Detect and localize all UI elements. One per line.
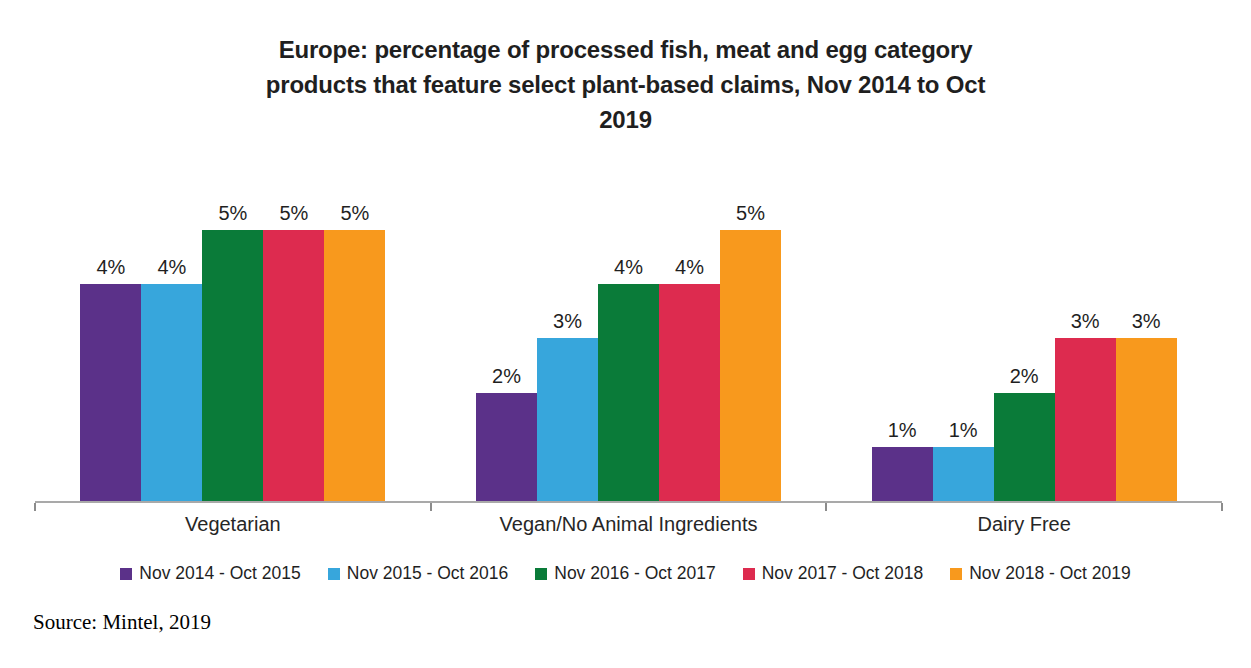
bar-value-label: 4% xyxy=(598,256,659,279)
bar: 5% xyxy=(324,230,385,501)
bar: 3% xyxy=(1116,338,1177,501)
legend-swatch-icon xyxy=(950,568,962,580)
category-axis-labels: VegetarianVegan/No Animal IngredientsDai… xyxy=(35,513,1222,536)
source-note: Source: Mintel, 2019 xyxy=(33,610,211,635)
legend-item: Nov 2017 - Oct 2018 xyxy=(743,563,923,584)
bar: 4% xyxy=(659,284,720,501)
bar-value-label: 2% xyxy=(994,365,1055,388)
legend-item: Nov 2018 - Oct 2019 xyxy=(950,563,1130,584)
legend-label: Nov 2014 - Oct 2015 xyxy=(139,563,300,584)
bar: 3% xyxy=(537,338,598,501)
bar-value-label: 4% xyxy=(141,256,202,279)
bar-value-label: 5% xyxy=(263,202,324,225)
axis-tick xyxy=(825,503,827,511)
axis-tick xyxy=(34,503,36,511)
bar: 3% xyxy=(1055,338,1116,501)
bar-value-label: 5% xyxy=(202,202,263,225)
legend-label: Nov 2018 - Oct 2019 xyxy=(969,563,1130,584)
bar-value-label: 1% xyxy=(933,419,994,442)
bar-value-label: 4% xyxy=(80,256,141,279)
bar: 2% xyxy=(994,393,1055,501)
axis-tick xyxy=(430,503,432,511)
legend-swatch-icon xyxy=(743,568,755,580)
bar-value-label: 3% xyxy=(1116,310,1177,333)
axis-tick xyxy=(1221,503,1223,511)
legend-item: Nov 2014 - Oct 2015 xyxy=(120,563,300,584)
bar-value-label: 3% xyxy=(1055,310,1116,333)
category-label: Vegetarian xyxy=(35,513,431,536)
bar-value-label: 5% xyxy=(324,202,385,225)
chart-title-line-3: 2019 xyxy=(0,102,1251,137)
x-axis-line xyxy=(35,501,1222,503)
bar: 5% xyxy=(720,230,781,501)
bar: 2% xyxy=(476,393,537,501)
bar-value-label: 3% xyxy=(537,310,598,333)
category-label: Vegan/No Animal Ingredients xyxy=(431,513,827,536)
legend-item: Nov 2016 - Oct 2017 xyxy=(535,563,715,584)
bar-value-label: 1% xyxy=(872,419,933,442)
legend-swatch-icon xyxy=(120,568,132,580)
chart-canvas: Europe: percentage of processed fish, me… xyxy=(0,0,1251,668)
plot-area: 4%4%5%5%5%2%3%4%4%5%1%1%2%3%3% xyxy=(35,175,1222,501)
bar: 1% xyxy=(933,447,994,501)
legend-label: Nov 2016 - Oct 2017 xyxy=(554,563,715,584)
chart-title: Europe: percentage of processed fish, me… xyxy=(0,32,1251,137)
bar: 4% xyxy=(598,284,659,501)
chart-title-line-1: Europe: percentage of processed fish, me… xyxy=(0,32,1251,67)
bar-group: 4%4%5%5%5% xyxy=(35,175,431,501)
bar-group: 2%3%4%4%5% xyxy=(431,175,827,501)
legend-swatch-icon xyxy=(328,568,340,580)
legend: Nov 2014 - Oct 2015 Nov 2015 - Oct 2016 No… xyxy=(0,563,1251,584)
chart-title-line-2: products that feature select plant-based… xyxy=(0,67,1251,102)
bar-value-label: 5% xyxy=(720,202,781,225)
bar: 5% xyxy=(202,230,263,501)
category-label: Dairy Free xyxy=(826,513,1222,536)
bar: 4% xyxy=(141,284,202,501)
legend-label: Nov 2017 - Oct 2018 xyxy=(762,563,923,584)
bar-group: 1%1%2%3%3% xyxy=(826,175,1222,501)
bar: 4% xyxy=(80,284,141,501)
bar: 5% xyxy=(263,230,324,501)
bar-value-label: 2% xyxy=(476,365,537,388)
legend-item: Nov 2015 - Oct 2016 xyxy=(328,563,508,584)
legend-label: Nov 2015 - Oct 2016 xyxy=(347,563,508,584)
bar-value-label: 4% xyxy=(659,256,720,279)
bar: 1% xyxy=(872,447,933,501)
legend-swatch-icon xyxy=(535,568,547,580)
